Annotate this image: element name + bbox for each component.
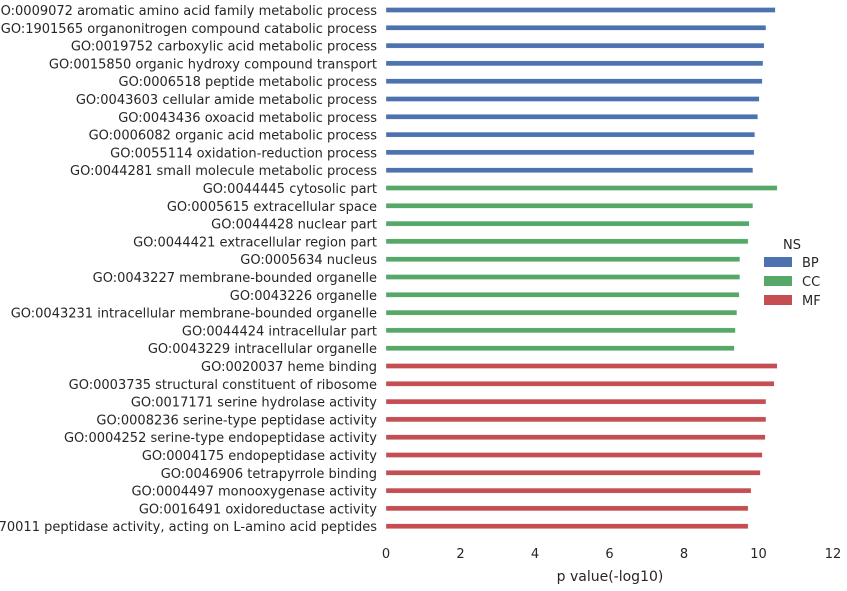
category-label: GO:0005615 extracellular space (167, 200, 377, 215)
category-label: GO:0044424 intracellular part (182, 324, 377, 339)
legend-swatch-mf (764, 295, 792, 305)
bars-layer (385, 7, 778, 529)
category-label: GO:0043231 intracellular membrane-bounde… (11, 307, 377, 322)
bar-mf (385, 452, 763, 458)
category-labels: GO:0009072 aromatic amino acid family me… (0, 4, 377, 535)
category-label: GO:0019752 carboxylic acid metabolic pro… (71, 40, 377, 55)
bar-cc (385, 238, 749, 245)
x-tick-label: 0 (382, 547, 390, 562)
bar-mf (385, 434, 766, 440)
bar-cc (385, 220, 750, 227)
category-label: GO:0017171 serine hydrolase activity (131, 396, 377, 411)
bar-bp (385, 78, 763, 84)
category-label: GO:0006518 peptide metabolic process (119, 75, 378, 90)
legend-label-bp: BP (802, 256, 819, 271)
bar-mf (385, 470, 761, 476)
category-label: GO:0016491 oxidoreductase activity (139, 502, 377, 517)
category-label: GO:0009072 aromatic amino acid family me… (0, 4, 377, 19)
x-tick-label: 4 (531, 547, 539, 562)
bar-mf (385, 487, 752, 494)
x-axis-label: p value(-log10) (557, 569, 664, 585)
category-label: GO:1901565 organonitrogen compound catab… (1, 22, 377, 37)
bar-cc (385, 327, 736, 334)
bar-cc (385, 345, 735, 351)
category-label: GO:0046906 tetrapyrrole binding (161, 467, 377, 482)
category-label: GO:0020037 heme binding (201, 360, 377, 375)
bar-cc (385, 292, 740, 298)
bar-bp (385, 25, 767, 31)
legend-swatch-cc (764, 276, 792, 286)
bar-bp (385, 60, 764, 67)
bar-cc (385, 185, 778, 191)
x-tick-label: 8 (680, 547, 688, 562)
legend-swatch-bp (764, 257, 792, 267)
category-label: GO:0004497 monooxygenase activity (131, 485, 377, 500)
bar-bp (385, 96, 760, 102)
bar-mf (385, 416, 767, 423)
category-label: GO:0004252 serine-type endopeptidase act… (64, 431, 377, 446)
x-tick-label: 10 (750, 547, 767, 562)
category-label: GO:0043603 cellular amide metabolic proc… (76, 93, 377, 108)
bar-cc (385, 256, 741, 262)
bar-mf (385, 363, 778, 369)
bar-mf (385, 381, 775, 387)
x-tick-label: 12 (825, 547, 842, 562)
x-tick-label: 2 (456, 547, 464, 562)
category-label: GO:0004175 endopeptidase activity (142, 449, 377, 464)
legend-label-cc: CC (802, 275, 820, 290)
category-label: GO:0043436 oxoacid metabolic process (118, 111, 377, 126)
legend-title: NS (783, 238, 801, 253)
x-axis-ticks: 0 2 4 6 8 10 12 (382, 547, 841, 562)
category-label: GO:0043229 intracellular organelle (148, 342, 377, 357)
category-label: GO:0044281 small molecule metabolic proc… (70, 164, 377, 179)
bar-mf (385, 505, 749, 512)
category-label: GO:0043226 organelle (230, 289, 377, 304)
bar-mf (385, 398, 767, 405)
category-label: GO:0044421 extracellular region part (133, 235, 377, 250)
category-label: GO:0006082 organic acid metabolic proces… (89, 129, 378, 144)
category-label: GO:0003735 structural constituent of rib… (69, 378, 377, 393)
bar-bp (385, 42, 765, 49)
bar-bp (385, 149, 755, 156)
bar-cc (385, 203, 754, 209)
category-label: GO:0005634 nucleus (240, 253, 377, 268)
category-label: GO:0008236 serine-type peptidase activit… (96, 413, 377, 428)
bar-bp (385, 167, 754, 173)
category-label: GO:0055114 oxidation-reduction process (110, 146, 377, 161)
x-tick-label: 6 (605, 547, 613, 562)
category-label: GO:0015850 organic hydroxy compound tran… (49, 57, 377, 72)
category-label: GO:0043227 membrane-bounded organelle (93, 271, 377, 286)
bar-cc (385, 274, 741, 280)
category-label: GO:0044428 nuclear part (211, 218, 377, 233)
category-label: GO:0044445 cytosolic part (203, 182, 377, 197)
legend-label-mf: MF (802, 294, 821, 309)
legend: NS BP CC MF (764, 238, 821, 309)
bar-cc (385, 309, 738, 316)
bar-mf (385, 523, 749, 529)
bar-bp (385, 131, 755, 138)
bar-bp (385, 7, 776, 13)
category-label: GO:0070011 peptidase activity, acting on… (0, 520, 377, 535)
bar-bp (385, 114, 758, 120)
